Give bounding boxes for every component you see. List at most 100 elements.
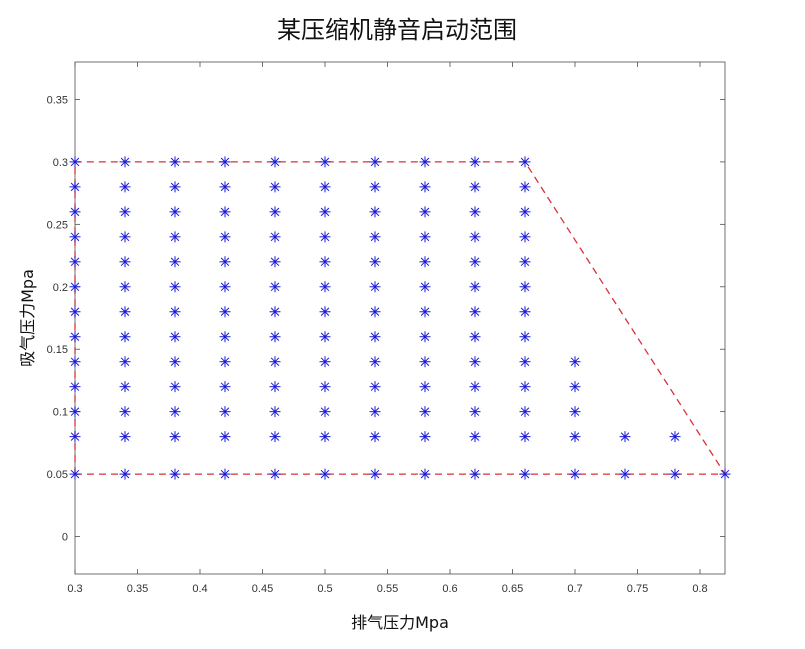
data-point [269, 306, 281, 318]
data-point [219, 381, 231, 393]
data-point [519, 356, 531, 368]
data-point [619, 468, 631, 480]
data-point [469, 231, 481, 243]
data-point [69, 356, 81, 368]
y-tick-label: 0 [62, 532, 68, 544]
data-point [269, 356, 281, 368]
data-point [719, 468, 731, 480]
data-point [319, 468, 331, 480]
data-point [369, 281, 381, 293]
data-point [369, 381, 381, 393]
data-point [369, 468, 381, 480]
data-point [169, 306, 181, 318]
y-tick-label: 0.35 [47, 94, 68, 106]
data-point [319, 256, 331, 268]
data-point [419, 381, 431, 393]
data-point [469, 431, 481, 443]
data-point [369, 256, 381, 268]
x-tick-label: 0.8 [692, 583, 707, 595]
data-point [119, 381, 131, 393]
data-point [69, 156, 81, 168]
x-tick-label: 0.55 [377, 583, 398, 595]
data-point [169, 331, 181, 343]
x-axis: 0.3 0.35 0.4 0.45 0.5 0.55 0.6 0.65 0.7 0.75 0.8 [67, 62, 708, 595]
data-point [469, 206, 481, 218]
data-point [419, 406, 431, 418]
data-point [69, 331, 81, 343]
data-point [669, 431, 681, 443]
x-tick-label: 0.35 [127, 583, 148, 595]
data-point [169, 206, 181, 218]
data-point [519, 306, 531, 318]
data-point [119, 406, 131, 418]
x-tick-label: 0.45 [252, 583, 273, 595]
data-point [169, 256, 181, 268]
data-point [69, 468, 81, 480]
data-point [69, 406, 81, 418]
x-tick-label: 0.65 [502, 583, 523, 595]
y-axis: 0 0.05 0.1 0.15 0.2 0.25 0.3 0.35 [47, 94, 725, 544]
data-point [169, 356, 181, 368]
data-point [269, 181, 281, 193]
data-point [119, 181, 131, 193]
data-point [269, 431, 281, 443]
data-point [119, 206, 131, 218]
data-point [219, 256, 231, 268]
data-point [119, 468, 131, 480]
data-point [319, 231, 331, 243]
data-point [119, 331, 131, 343]
data-point [569, 356, 581, 368]
data-point [519, 156, 531, 168]
x-tick-label: 0.3 [67, 583, 82, 595]
data-point [269, 231, 281, 243]
data-point [519, 331, 531, 343]
data-point [69, 231, 81, 243]
data-point [369, 181, 381, 193]
y-tick-label: 0.15 [47, 344, 68, 356]
data-point [319, 181, 331, 193]
data-point [69, 206, 81, 218]
data-point [419, 256, 431, 268]
data-point [469, 331, 481, 343]
data-point [469, 381, 481, 393]
data-point [369, 431, 381, 443]
data-point [119, 156, 131, 168]
data-point [469, 156, 481, 168]
data-point [219, 231, 231, 243]
x-tick-label: 0.5 [317, 583, 332, 595]
plot-frame [74, 61, 726, 575]
data-point [169, 406, 181, 418]
data-point [319, 331, 331, 343]
data-point [269, 331, 281, 343]
data-point [519, 406, 531, 418]
data-point [319, 306, 331, 318]
data-point [519, 181, 531, 193]
data-point [419, 156, 431, 168]
data-point [219, 331, 231, 343]
data-point [469, 281, 481, 293]
data-point [469, 306, 481, 318]
data-point [119, 356, 131, 368]
data-point [269, 206, 281, 218]
data-point [69, 431, 81, 443]
data-point [419, 431, 431, 443]
data-point [269, 156, 281, 168]
data-point [519, 206, 531, 218]
data-point [369, 406, 381, 418]
data-point [169, 468, 181, 480]
data-point [419, 181, 431, 193]
data-point [419, 306, 431, 318]
data-point [69, 306, 81, 318]
data-point [519, 381, 531, 393]
data-point [169, 281, 181, 293]
data-point [269, 406, 281, 418]
data-point [419, 281, 431, 293]
data-point [519, 231, 531, 243]
data-point [469, 181, 481, 193]
x-axis-label: 排气压力Mpa [351, 613, 449, 632]
data-point [119, 431, 131, 443]
data-point [319, 431, 331, 443]
data-point [219, 306, 231, 318]
data-point [519, 431, 531, 443]
